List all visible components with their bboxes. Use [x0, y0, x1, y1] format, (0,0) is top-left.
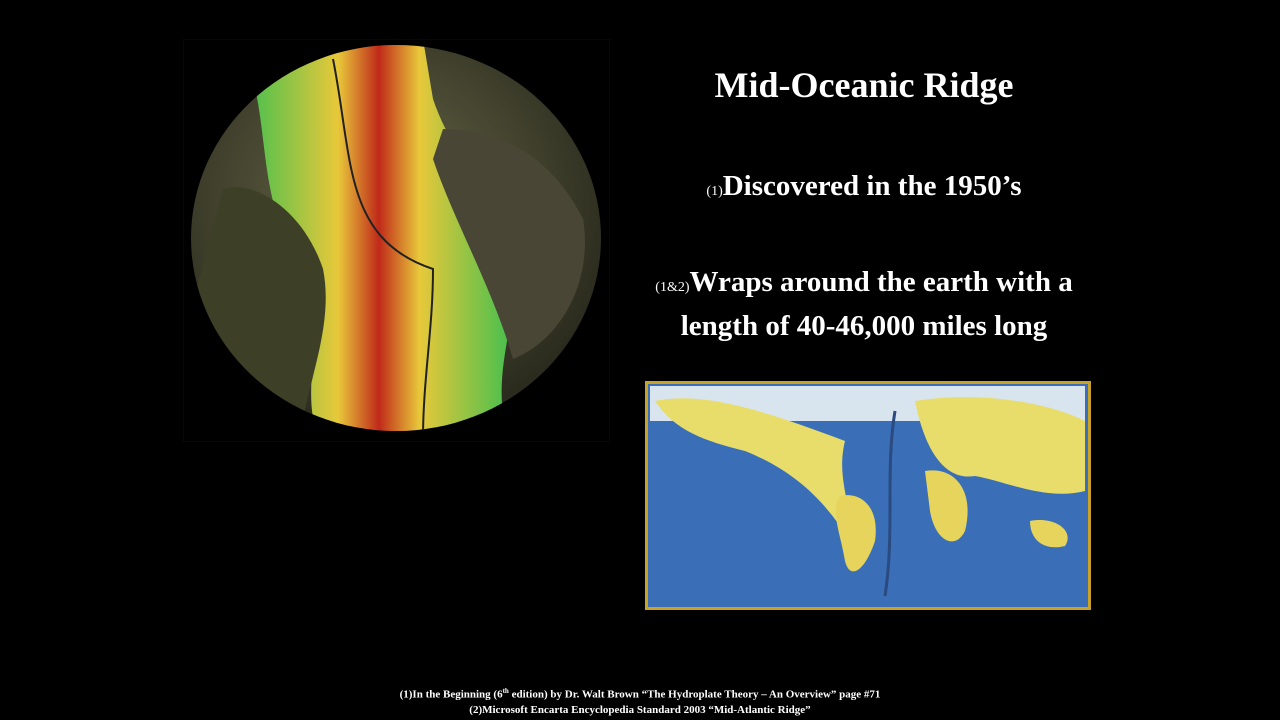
slide-title: Mid-Oceanic Ridge	[714, 65, 1014, 105]
footnote: (1)In the Beginning (6th edition) by Dr.…	[240, 684, 1040, 703]
bullet-point: (1&2)Wraps around the earth with a lengt…	[620, 263, 1108, 345]
footnote-text: (2)Microsoft Encarta Encyclopedia Standa…	[469, 703, 811, 716]
footnote-text: (1)In the Beginning (6	[399, 688, 503, 701]
citation-marker: (1)	[706, 184, 723, 199]
citation-marker: (1&2)	[655, 280, 690, 295]
bullet-text: Wraps around the earth with a length of …	[680, 266, 1073, 342]
bullet-point: (1)Discovered in the 1950’s	[620, 167, 1108, 211]
footnote-superscript: th	[502, 687, 509, 695]
bullet-text: Discovered in the 1950’s	[722, 170, 1022, 202]
footnotes: (1)In the Beginning (6th edition) by Dr.…	[240, 684, 1040, 718]
footnote-text: edition) by Dr. Walt Brown “The Hydropla…	[508, 688, 881, 701]
footnote: (2)Microsoft Encarta Encyclopedia Standa…	[240, 703, 1040, 718]
map-image	[645, 381, 1091, 610]
globe-image	[183, 39, 610, 442]
